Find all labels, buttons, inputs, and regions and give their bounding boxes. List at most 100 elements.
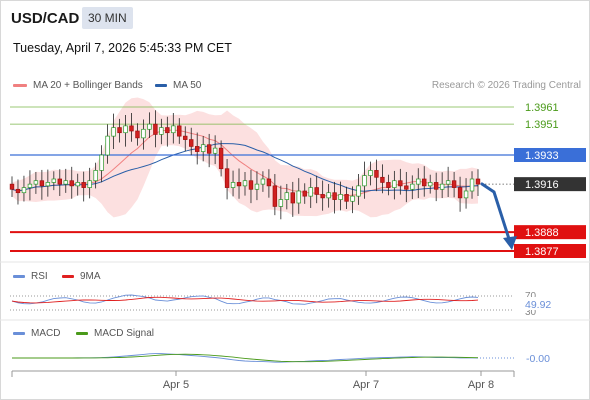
- level-label-1.3888: 1.3888: [525, 227, 559, 239]
- rsi-ma-line: [11, 296, 479, 304]
- candle-body: [362, 175, 367, 187]
- candle-body: [15, 188, 21, 194]
- candle-body: [386, 182, 391, 188]
- candle-body: [242, 180, 248, 187]
- candle-body: [475, 178, 481, 185]
- macd-signal-swatch: [76, 332, 88, 335]
- legend-macd-signal-label: MACD Signal: [94, 328, 155, 339]
- candle-body: [123, 125, 128, 134]
- rsi-tick-70: 70: [525, 291, 537, 302]
- candle-body: [272, 185, 278, 207]
- rsi-value-label: 49.92: [525, 299, 551, 311]
- candle-body: [344, 194, 349, 202]
- legend-rsi-label: RSI: [31, 271, 48, 282]
- candle-body: [463, 190, 469, 199]
- candle-body: [326, 192, 331, 199]
- candle-body: [159, 127, 164, 135]
- ma20-swatch: [13, 84, 27, 87]
- forecast-arrowhead: [503, 236, 517, 250]
- candle-body: [338, 194, 343, 200]
- candle-body: [433, 182, 439, 190]
- candle-body: [314, 187, 319, 195]
- candle-body: [260, 178, 266, 185]
- symbol-title: USD/CAD: [11, 10, 80, 27]
- candle-body: [445, 180, 451, 185]
- candle-body: [195, 146, 200, 152]
- legend-rsi: RSI: [13, 271, 48, 282]
- candle-body: [380, 176, 385, 183]
- candle-body: [428, 182, 433, 187]
- candle-body: [320, 194, 325, 199]
- rsi-ma-swatch: [62, 275, 74, 278]
- candle-body: [93, 170, 98, 182]
- candle-body: [254, 183, 260, 190]
- candle-body: [290, 192, 295, 204]
- candle-body: [248, 180, 254, 190]
- research-credit: Research © 2026 Trading Central: [431, 80, 581, 91]
- candle-body: [27, 183, 33, 188]
- candle-body: [302, 190, 307, 197]
- x-tick-label: Apr 8: [468, 379, 494, 391]
- level-tag-1.3877: [514, 244, 586, 258]
- candle-body: [153, 123, 158, 135]
- candle-body: [63, 180, 68, 185]
- legend-rsi-ma: 9MA: [62, 271, 101, 282]
- x-tick-label: Apr 7: [353, 379, 379, 391]
- candle-body: [117, 127, 122, 134]
- candle-body: [87, 180, 92, 188]
- x-tick-label: Apr 5: [163, 379, 189, 391]
- rsi-line: [11, 294, 479, 305]
- candle-body: [171, 125, 176, 134]
- level-label-1.3951: 1.3951: [525, 119, 559, 131]
- datetime-label: Tuesday, April 7, 2026 5:45:33 PM CET: [13, 41, 232, 55]
- level-tag-1.3933: [514, 148, 586, 162]
- candle-body: [39, 180, 45, 187]
- bollinger-band: [12, 97, 478, 218]
- candle-body: [230, 182, 236, 188]
- candle-body: [224, 168, 230, 188]
- rsi-value-bg: [519, 297, 561, 310]
- candle-body: [422, 178, 427, 187]
- candle-body: [129, 125, 134, 132]
- candle-body: [51, 178, 57, 183]
- candle-body: [177, 125, 182, 137]
- timeframe-badge[interactable]: 30 MIN: [82, 7, 133, 29]
- ma50-swatch: [155, 84, 167, 87]
- candle-body: [350, 195, 355, 202]
- candle-body: [284, 192, 290, 200]
- candle-body: [9, 183, 15, 190]
- candle-body: [183, 135, 188, 140]
- macd-value-label: -0.00: [526, 353, 550, 365]
- legend-ma20: MA 20 + Bollinger Bands: [13, 80, 143, 91]
- candle-body: [21, 187, 27, 194]
- candle-body: [81, 182, 86, 188]
- candle-body: [308, 187, 313, 197]
- rsi-swatch: [13, 275, 25, 278]
- level-tag-1.3916: [514, 177, 586, 192]
- candle-body: [212, 147, 218, 154]
- candle-body: [218, 147, 224, 170]
- candle-body: [410, 183, 415, 190]
- candle-body: [206, 144, 212, 154]
- legend-rsi-ma-label: 9MA: [80, 271, 101, 282]
- legend-macd-label: MACD: [31, 328, 61, 339]
- candle-body: [189, 139, 194, 147]
- candle-body: [33, 180, 39, 185]
- candle-body: [356, 185, 361, 197]
- candle-body: [469, 178, 475, 192]
- candle-body: [392, 180, 397, 188]
- candle-body: [57, 178, 62, 185]
- candle-body: [135, 130, 140, 139]
- candle-body: [99, 154, 104, 171]
- candle-body: [416, 178, 421, 185]
- candle-body: [404, 185, 409, 190]
- candle-body: [451, 180, 457, 188]
- candle-body: [105, 135, 110, 156]
- candle-body: [398, 180, 403, 187]
- macd-signal-line: [12, 353, 479, 363]
- candle-body: [147, 123, 152, 130]
- level-tag-1.3888: [514, 225, 586, 240]
- legend-macd: MACD: [13, 328, 60, 339]
- candle-body: [439, 183, 445, 190]
